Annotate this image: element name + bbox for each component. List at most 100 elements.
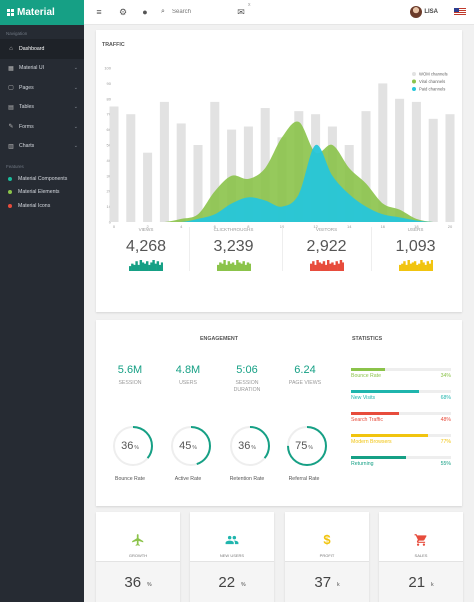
stat-label: New Visits (351, 395, 376, 401)
traffic-title: TRAFFIC (102, 42, 125, 48)
tile-value: 22 (218, 573, 236, 591)
y-tick-label: 20 (107, 189, 112, 194)
spark-bar (248, 263, 251, 271)
feature-dot (8, 190, 12, 195)
sidebar-item-forms[interactable]: ✎ Forms ⌄ (0, 117, 84, 137)
kpi-views: VIEWS 4,268 (102, 227, 190, 271)
sidebar: Navigation ⌂ Dashboard ▦ Material UI ⌄ ▢… (0, 25, 84, 602)
statistics-title: STATISTICS (352, 336, 383, 342)
spark-bar (407, 260, 410, 271)
kpi-users: USERS 1,093 (371, 227, 459, 271)
stat-modern-browsers: Modern Browsers 77% (351, 434, 451, 450)
kpi-sparkline (129, 260, 163, 271)
home-icon: ⌂ (9, 45, 13, 52)
spark-bar (242, 261, 245, 271)
spark-bar (402, 261, 406, 271)
sidebar-item-charts[interactable]: ▥ Charts ⌄ (0, 137, 84, 157)
x-tick-label: 12 (313, 224, 318, 229)
sidebar-item-label: Material Elements (18, 189, 60, 196)
spark-bar (326, 260, 329, 271)
spark-bar (152, 260, 155, 271)
stat-bar (351, 412, 399, 415)
sidebar-item-tables[interactable]: ▤ Tables ⌄ (0, 98, 84, 118)
tile-label: SALES (379, 550, 463, 562)
traffic-chart: 010203040506070809010002468101214161820W… (104, 66, 455, 229)
traffic-card: TRAFFIC 01020304050607080901000246810121… (96, 30, 462, 312)
metric-users: 4.8M USERS (161, 364, 215, 387)
x-tick-label: 18 (414, 224, 419, 229)
nav-heading: Navigation (6, 31, 28, 36)
tile-value: 21 (408, 573, 426, 591)
search-input[interactable] (172, 9, 232, 15)
spark-bar (409, 263, 412, 271)
spark-bar (231, 262, 234, 271)
spark-bar (421, 262, 425, 271)
sidebar-item-material-elements[interactable]: Material Elements (0, 186, 84, 200)
spark-bar (233, 264, 236, 271)
spark-bar (324, 264, 327, 271)
stat-bounce-rate: Bounce Rate 34% (351, 368, 451, 384)
gauge-arc (113, 426, 153, 466)
sidebar-item-material-ui[interactable]: ▦ Material UI ⌄ (0, 59, 84, 79)
traffic-bar (361, 111, 371, 222)
metric-session-duration: 5:06 SESSION DURATION (220, 364, 274, 394)
spark-bar (146, 261, 149, 271)
menu-icon[interactable]: ≡ (96, 7, 102, 17)
spark-bar (237, 262, 241, 271)
kpi-value: 3,239 (213, 238, 254, 255)
spark-bar (160, 262, 163, 271)
spark-bar (139, 260, 143, 271)
grid-icon: ▤ (8, 104, 14, 111)
chevron-down-icon: ⌄ (73, 104, 78, 111)
kpi-value: 2,922 (306, 238, 347, 255)
feature-dot (8, 176, 12, 181)
spark-bar (417, 263, 421, 271)
spark-bar (404, 264, 408, 271)
y-tick-label: 60 (107, 127, 112, 132)
spark-bar (135, 261, 138, 271)
spark-bar (411, 262, 414, 271)
mail-icon[interactable]: ✉ (237, 6, 245, 17)
gauge-value: 45 (179, 440, 192, 452)
spark-bar (229, 263, 232, 271)
spark-bar (313, 264, 317, 271)
sidebar-item-pages[interactable]: ▢ Pages ⌄ (0, 78, 84, 98)
x-tick-label: 10 (280, 224, 285, 229)
spark-bar (413, 261, 416, 271)
y-tick-label: 70 (107, 112, 112, 117)
metric-label: SESSION (118, 380, 142, 386)
stat-label: Bounce Rate (351, 373, 381, 379)
spark-bar (311, 261, 315, 271)
spark-bar (430, 260, 433, 271)
gauge-value: 36 (121, 440, 134, 452)
chart-icon: ▥ (8, 143, 14, 150)
sidebar-item-label: Dashboard (19, 45, 45, 52)
user-name[interactable]: LISA (424, 9, 438, 15)
us-flag-icon[interactable] (454, 8, 466, 16)
sidebar-item-material-components[interactable]: Material Components (0, 172, 84, 186)
spark-bar (400, 263, 404, 271)
spark-bar (398, 264, 401, 271)
gauge-unit: % (134, 444, 139, 451)
stat-returning: Returning 55% (351, 456, 451, 472)
palette-icon[interactable]: ● (142, 7, 148, 17)
settings-icon[interactable]: ⚙ (118, 6, 128, 17)
tile-value: 37 (314, 573, 332, 591)
gauge-value: 36 (238, 440, 251, 452)
spark-bar (225, 264, 228, 271)
spark-bar (129, 266, 132, 271)
dollar-icon: $ (323, 532, 331, 547)
traffic-bar (378, 83, 388, 223)
legend-marker (412, 79, 416, 84)
tile-unit: % (241, 581, 246, 588)
metric-value: 5:06 (236, 364, 258, 376)
kpi-sparkline (216, 260, 251, 271)
sidebar-item-label: Charts (19, 143, 35, 150)
traffic-bar (445, 114, 455, 222)
spark-bar (246, 262, 249, 271)
avatar[interactable] (410, 6, 423, 18)
stat-label: Returning (351, 461, 374, 467)
sidebar-item-material-icons[interactable]: Material Icons (0, 199, 84, 213)
sidebar-item-dashboard[interactable]: ⌂ Dashboard (0, 39, 84, 59)
brand-logo[interactable]: Material (0, 0, 84, 25)
